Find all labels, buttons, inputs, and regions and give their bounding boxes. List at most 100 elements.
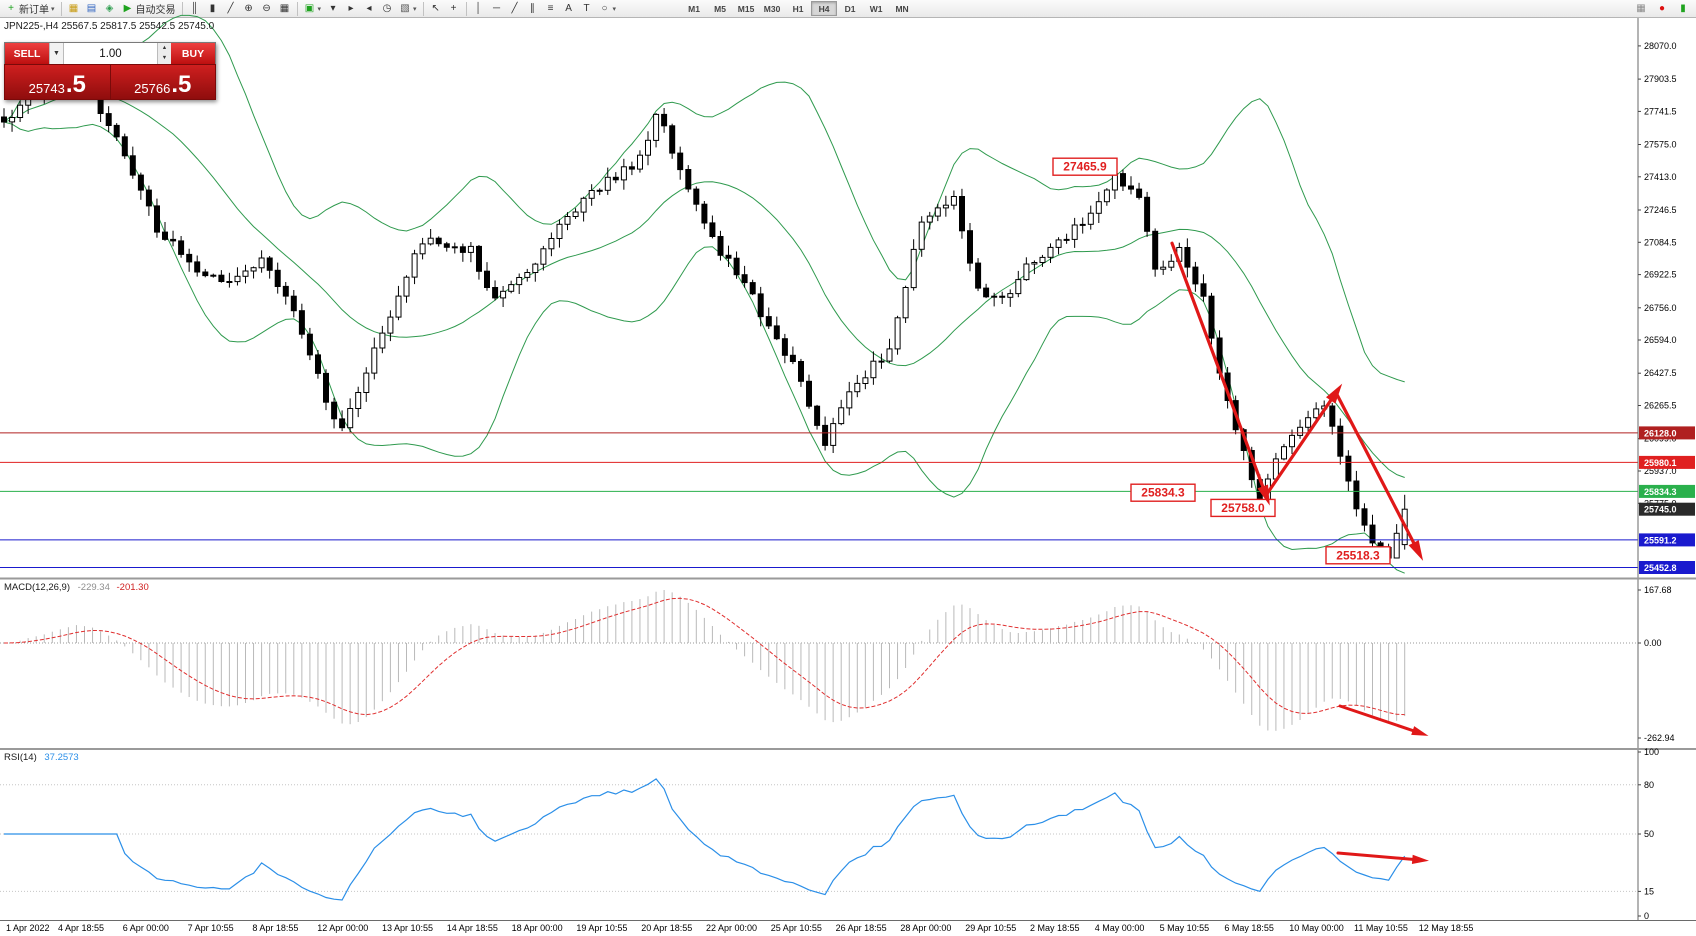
toolbar-separator bbox=[296, 1, 298, 16]
toolbar-right-icons: ▦ ● ▮ bbox=[1632, 1, 1694, 17]
price-badge-25834.3: 25834.3 bbox=[1639, 484, 1695, 498]
volume-input[interactable] bbox=[64, 43, 157, 64]
horizontal-line-icon: ─ bbox=[493, 2, 501, 14]
chart-shift-button[interactable]: ◂ bbox=[360, 1, 378, 17]
navigator-button[interactable]: ◈ bbox=[101, 1, 119, 17]
svg-text:25758.0: 25758.0 bbox=[1221, 501, 1265, 515]
cursor-icon: ↖ bbox=[431, 2, 440, 14]
zoom-out-button[interactable]: ⊖ bbox=[258, 1, 276, 17]
chart-background bbox=[0, 18, 1696, 936]
notifications-button[interactable]: ● bbox=[1653, 1, 1671, 17]
timeframe-h1-button[interactable]: H1 bbox=[785, 1, 811, 16]
auto-trading-button[interactable]: ▶ 自动交易 bbox=[119, 1, 179, 17]
time-axis-label: 12 May 18:55 bbox=[1419, 923, 1474, 933]
equidistant-channel-icon: ∥ bbox=[530, 2, 536, 14]
sell-price[interactable]: 25743 .5 bbox=[5, 65, 110, 99]
fibonacci-button[interactable]: ≡ bbox=[542, 1, 560, 17]
chart-symbol-title: JPN225-,H4 25567.5 25817.5 25542.5 25745… bbox=[4, 21, 215, 32]
macd-trend-arrow[interactable] bbox=[1338, 704, 1429, 736]
time-axis[interactable]: 1 Apr 2022 4 Apr 18:55 6 Apr 00:00 7 Apr 10… bbox=[6, 923, 1473, 933]
text-label-button[interactable]: T bbox=[578, 1, 596, 17]
rsi-trend-arrow[interactable] bbox=[1336, 851, 1429, 864]
auto-scroll-button[interactable]: ▸ bbox=[342, 1, 360, 17]
svg-text:25980.1: 25980.1 bbox=[1644, 458, 1677, 468]
new-order-icon: + bbox=[8, 2, 14, 14]
price-axis-tick: 27413.0 bbox=[1644, 172, 1677, 182]
profiles-button[interactable]: ▾ bbox=[324, 1, 342, 17]
price-annotation-25518.3[interactable]: 25518.3 bbox=[1325, 546, 1391, 565]
price-annotation-27465.9[interactable]: 27465.9 bbox=[1052, 157, 1118, 176]
timeframe-w1-button[interactable]: W1 bbox=[863, 1, 889, 16]
toolbar-icon-groups: + 新订单 ▾ ▦ ▤ ◈ ▶ 自动交易 ║ ▮ ╱ ⊕ ⊖ ▦ ▣ ▾ ▾ ▸ ◂ ◷ ▧ ▾ ↖ + │ ─ ╱ ∥ ≡ A T ○ ▾ bbox=[2, 0, 619, 17]
timeframe-m5-button[interactable]: M5 bbox=[707, 1, 733, 16]
timeframe-mn-button[interactable]: MN bbox=[889, 1, 915, 16]
price-badge-25452.8: 25452.8 bbox=[1639, 561, 1695, 574]
crosshair-icon: + bbox=[450, 2, 457, 14]
text-label-icon: T bbox=[583, 2, 590, 14]
price-annotation-25758.0[interactable]: 25758.0 bbox=[1210, 498, 1276, 518]
new-order-button[interactable]: + 新订单 ▾ bbox=[2, 1, 58, 17]
crosshair-button[interactable]: + bbox=[445, 1, 463, 17]
market-watch-button[interactable]: ▦ bbox=[65, 1, 83, 17]
sell-price-main: 25743 bbox=[28, 81, 65, 96]
trend-arrow[interactable] bbox=[1264, 383, 1343, 497]
buy-price[interactable]: 25766 .5 bbox=[109, 65, 216, 99]
trend-arrow[interactable] bbox=[1170, 241, 1270, 506]
vertical-line-button[interactable]: │ bbox=[470, 1, 488, 17]
svg-text:25834.3: 25834.3 bbox=[1141, 486, 1185, 500]
zoom-in-button[interactable]: ⊕ bbox=[240, 1, 258, 17]
bars-chart-button[interactable]: ║ bbox=[186, 1, 204, 17]
candlestick-series bbox=[1, 58, 1408, 559]
connection-status-button[interactable]: ▮ bbox=[1674, 1, 1692, 17]
time-axis-label: 28 Apr 00:00 bbox=[900, 923, 951, 933]
timeframe-m30-button[interactable]: M30 bbox=[759, 1, 785, 16]
timeframe-m15-button[interactable]: M15 bbox=[733, 1, 759, 16]
macd-signal-value: -201.30 bbox=[116, 582, 149, 593]
price-axis-tick: 27741.5 bbox=[1644, 106, 1677, 116]
time-axis-label: 7 Apr 10:55 bbox=[188, 923, 234, 933]
bollinger-lower-band bbox=[3, 121, 1405, 574]
price-annotation-25834.3[interactable]: 25834.3 bbox=[1130, 483, 1196, 502]
toolbar: + 新订单 ▾ ▦ ▤ ◈ ▶ 自动交易 ║ ▮ ╱ ⊕ ⊖ ▦ ▣ ▾ ▾ ▸ ◂ ◷ ▧ ▾ ↖ + │ ─ ╱ ∥ ≡ A T ○ ▾ M… bbox=[0, 0, 1696, 18]
clock-button[interactable]: ◷ bbox=[378, 1, 396, 17]
timeframe-d1-button[interactable]: D1 bbox=[837, 1, 863, 16]
new-order-dropdown-icon: ▾ bbox=[51, 5, 55, 13]
auto-trading-label: 自动交易 bbox=[135, 5, 176, 16]
text-button[interactable]: A bbox=[560, 1, 578, 17]
timeframe-h4-button[interactable]: H4 bbox=[811, 1, 838, 16]
fibonacci-icon: ≡ bbox=[547, 2, 554, 14]
price-axis-tick: 26922.5 bbox=[1644, 270, 1677, 280]
svg-text:25834.3: 25834.3 bbox=[1644, 487, 1677, 497]
candlestick-chart-icon: ▮ bbox=[209, 2, 216, 14]
volume-up-button[interactable]: ▲ bbox=[158, 43, 171, 54]
horizontal-line-button[interactable]: ─ bbox=[488, 1, 506, 17]
trendline-button[interactable]: ╱ bbox=[506, 1, 524, 17]
time-axis-label: 25 Apr 10:55 bbox=[771, 923, 822, 933]
price-axis[interactable]: 28070.0 27903.5 27741.5 27575.0 27413.0 27246… bbox=[1638, 41, 1695, 574]
time-axis-label: 4 May 00:00 bbox=[1095, 923, 1145, 933]
macd-histogram bbox=[11, 590, 1406, 731]
buy-button[interactable]: BUY bbox=[171, 43, 215, 64]
trade-panel-prices: 25743 .5 25766 .5 bbox=[4, 64, 216, 100]
time-axis-label: 29 Apr 10:55 bbox=[965, 923, 1016, 933]
price-badge-25980.1: 25980.1 bbox=[1639, 455, 1695, 469]
market-feed-button[interactable]: ▦ bbox=[1632, 1, 1650, 17]
timeframe-m1-button[interactable]: M1 bbox=[681, 1, 707, 16]
shapes-button[interactable]: ○ ▾ bbox=[596, 1, 620, 17]
trend-arrow[interactable] bbox=[1334, 391, 1424, 561]
order-type-dropdown[interactable]: ▼ bbox=[49, 43, 64, 64]
volume-down-button[interactable]: ▼ bbox=[158, 53, 171, 64]
calendar-button[interactable]: ▧ ▾ bbox=[396, 1, 420, 17]
sell-button[interactable]: SELL bbox=[5, 43, 49, 64]
data-window-button[interactable]: ▤ bbox=[83, 1, 101, 17]
new-chart-button[interactable]: ▣ ▾ bbox=[301, 1, 325, 17]
line-chart-button[interactable]: ╱ bbox=[222, 1, 240, 17]
time-axis-label: 5 May 10:55 bbox=[1160, 923, 1210, 933]
cursor-button[interactable]: ↖ bbox=[427, 1, 445, 17]
tile-windows-button[interactable]: ▦ bbox=[276, 1, 294, 17]
time-axis-label: 11 May 10:55 bbox=[1354, 923, 1408, 933]
equidistant-channel-button[interactable]: ∥ bbox=[524, 1, 542, 17]
candlestick-chart-button[interactable]: ▮ bbox=[204, 1, 222, 17]
